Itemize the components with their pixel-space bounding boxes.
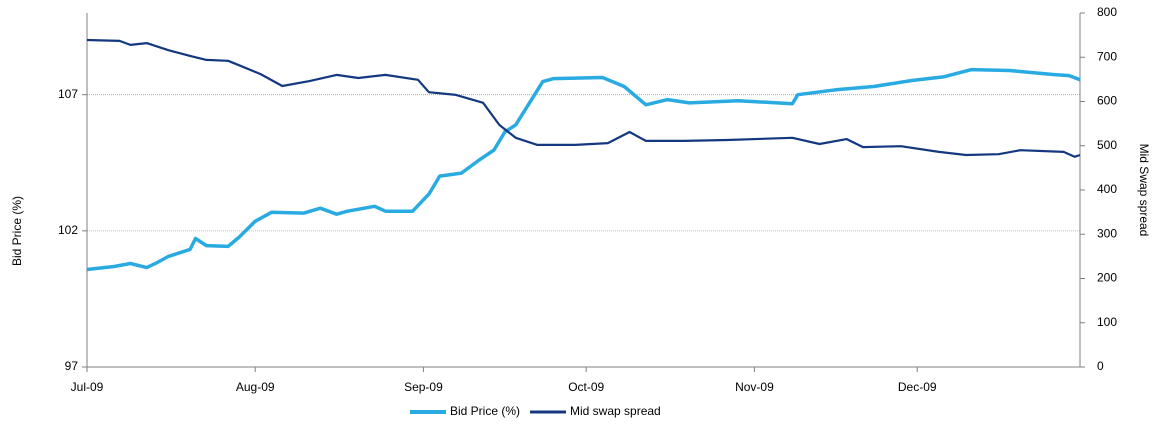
x-tick-label: Oct-09 [568, 380, 604, 394]
y2-tick-label: 700 [1097, 49, 1117, 63]
x-tick-label: Jul-09 [71, 380, 104, 394]
y2-tick-label: 0 [1097, 359, 1104, 373]
y2-tick-label: 600 [1097, 94, 1117, 108]
y2-tick-label: 200 [1097, 271, 1117, 285]
x-tick-label: Dec-09 [898, 380, 937, 394]
x-tick-label: Sep-09 [404, 380, 443, 394]
series-line [86, 38, 1081, 158]
y2-axis-label: Mid Swap spread [1137, 144, 1151, 237]
y2-tick-label: 400 [1097, 182, 1117, 196]
y2-tick-label: 300 [1097, 226, 1117, 240]
y-tick-label: 102 [58, 223, 78, 237]
y-tick-label: 107 [58, 87, 78, 101]
x-tick-label: Aug-09 [236, 380, 275, 394]
series-line [86, 67, 1081, 272]
y2-tick-label: 100 [1097, 315, 1117, 329]
legend-label: Mid swap spread [570, 404, 661, 418]
y-axis-label: Bid Price (%) [10, 196, 24, 266]
legend-label: Bid Price (%) [450, 404, 520, 418]
x-tick-label: Nov-09 [735, 380, 774, 394]
y2-tick-label: 500 [1097, 138, 1117, 152]
y-tick-label: 97 [65, 359, 79, 373]
y2-tick-label: 800 [1097, 5, 1117, 19]
